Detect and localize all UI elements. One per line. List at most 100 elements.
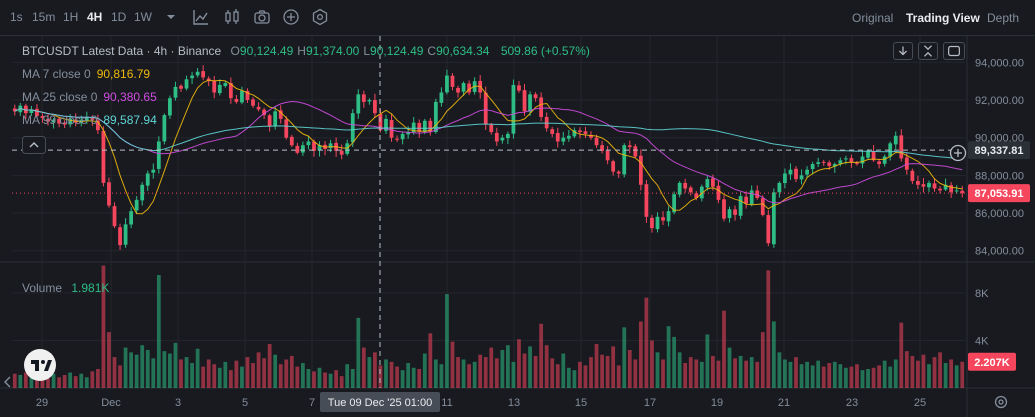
candle-body [201, 71, 206, 78]
volume-bar [417, 368, 422, 388]
volume-bar [162, 351, 167, 388]
volume-bar [62, 374, 67, 388]
chart-title: BTCUSDT Latest Data · 4h · Binance [22, 44, 222, 58]
candle-body [921, 184, 926, 187]
view-trading-view[interactable]: Trading View [906, 11, 980, 25]
candle-body [168, 98, 172, 116]
candle-body [777, 182, 782, 193]
volume-bar [23, 372, 28, 388]
add-alert-icon[interactable] [949, 144, 967, 162]
collapse-icon[interactable] [918, 42, 938, 60]
volume-bar [550, 358, 555, 388]
volume-bar [716, 360, 721, 388]
candles-icon[interactable] [223, 8, 241, 26]
volume-bar [916, 360, 920, 388]
volume-bar [888, 366, 893, 388]
volume-bar [334, 370, 339, 388]
volume-bar [190, 363, 194, 388]
interval-1h[interactable]: 1H [63, 10, 79, 24]
legend-collapse-icon[interactable] [22, 136, 46, 154]
interval-1w[interactable]: 1W [134, 10, 152, 24]
candle-body [40, 116, 45, 118]
candle-body [622, 145, 627, 175]
candle-body [760, 198, 765, 215]
time-tick-label: 11 [441, 397, 452, 409]
volume-bar [799, 364, 804, 388]
ohlc-value: 91,374.00 [305, 44, 360, 58]
candle-body [749, 190, 754, 205]
caret-down-icon[interactable] [162, 8, 180, 26]
volume-bar [893, 359, 898, 388]
ma-label: MA 7 close 0 [22, 67, 91, 81]
volume-bar [173, 342, 178, 388]
candle-body [173, 86, 178, 98]
candle-body [101, 130, 106, 183]
volume-bar [943, 363, 948, 388]
candle-body [722, 199, 726, 219]
candle-body [23, 105, 28, 114]
volume-bar [301, 363, 305, 388]
change-value: 509.86 (+0.57%) [500, 44, 590, 58]
volume-bar [107, 332, 111, 388]
candle-body [278, 110, 283, 119]
candle-body [899, 135, 904, 159]
crosshair-time-box [320, 392, 440, 412]
volume-bar [228, 370, 233, 388]
volume-bar [561, 353, 566, 388]
camera-icon[interactable] [253, 8, 271, 26]
candle-body [550, 129, 555, 134]
time-tick-label: 29 [36, 397, 48, 409]
add-indicator-icon[interactable] [282, 8, 300, 26]
volume-bar [528, 346, 532, 388]
volume-bar [101, 265, 106, 388]
moving-averages [14, 79, 963, 215]
candle-body [107, 182, 111, 206]
interval-1s[interactable]: 1s [10, 10, 23, 24]
volume-bar [306, 368, 311, 388]
tradingview-logo-icon[interactable] [24, 349, 56, 381]
volume-bars [12, 265, 965, 388]
scroll-left-icon[interactable] [3, 375, 13, 389]
volume-bar [627, 349, 632, 388]
interval-1d[interactable]: 1D [111, 10, 127, 24]
view-original[interactable]: Original [852, 11, 894, 25]
volume-bar [118, 365, 122, 388]
settings-hex-icon[interactable] [311, 8, 329, 26]
volume-bar [168, 353, 172, 388]
volume-bar [605, 355, 610, 388]
candle-body [489, 124, 494, 133]
volume-bar [278, 364, 283, 388]
crosshair-price-box [968, 141, 1030, 160]
volume-bar [760, 332, 765, 388]
candle-body [555, 132, 560, 142]
volume-bar [816, 360, 821, 388]
candlestick-chart[interactable]: 89,337.81 Tue 09 Dec '25 01:00 87,053.91 2.… [0, 36, 1035, 417]
volume-bar [611, 346, 616, 388]
ohlc-key: L [363, 44, 371, 58]
axis-settings-icon[interactable] [993, 394, 1009, 410]
candle-body [578, 130, 582, 133]
volume-bar [927, 364, 931, 388]
scroll-to-latest-icon[interactable] [893, 42, 913, 60]
candle-body [273, 111, 278, 127]
candle-body [821, 161, 826, 163]
candle-body [733, 209, 737, 215]
interval-15m[interactable]: 15m [32, 10, 56, 24]
volume-bar [699, 361, 704, 388]
volume-bar [600, 354, 604, 388]
candle-body [932, 183, 937, 189]
volume-bar [843, 367, 848, 388]
legend-main: BTCUSDT Latest Data · 4h · Binance O90,1… [22, 44, 590, 58]
volume-bar [478, 354, 483, 388]
volume-bar [373, 352, 377, 388]
interval-4h[interactable]: 4H [87, 10, 103, 24]
volume-bar [472, 361, 477, 388]
fullscreen-icon[interactable] [943, 42, 965, 60]
volume-bar [655, 352, 660, 388]
volume-bar [744, 360, 749, 388]
price-tick-label: 86,000.00 [975, 208, 1024, 220]
view-depth[interactable]: Depth [987, 11, 1020, 25]
volume-bar [356, 317, 361, 388]
volume-bar [367, 357, 372, 388]
line-chart-icon[interactable] [192, 8, 210, 26]
